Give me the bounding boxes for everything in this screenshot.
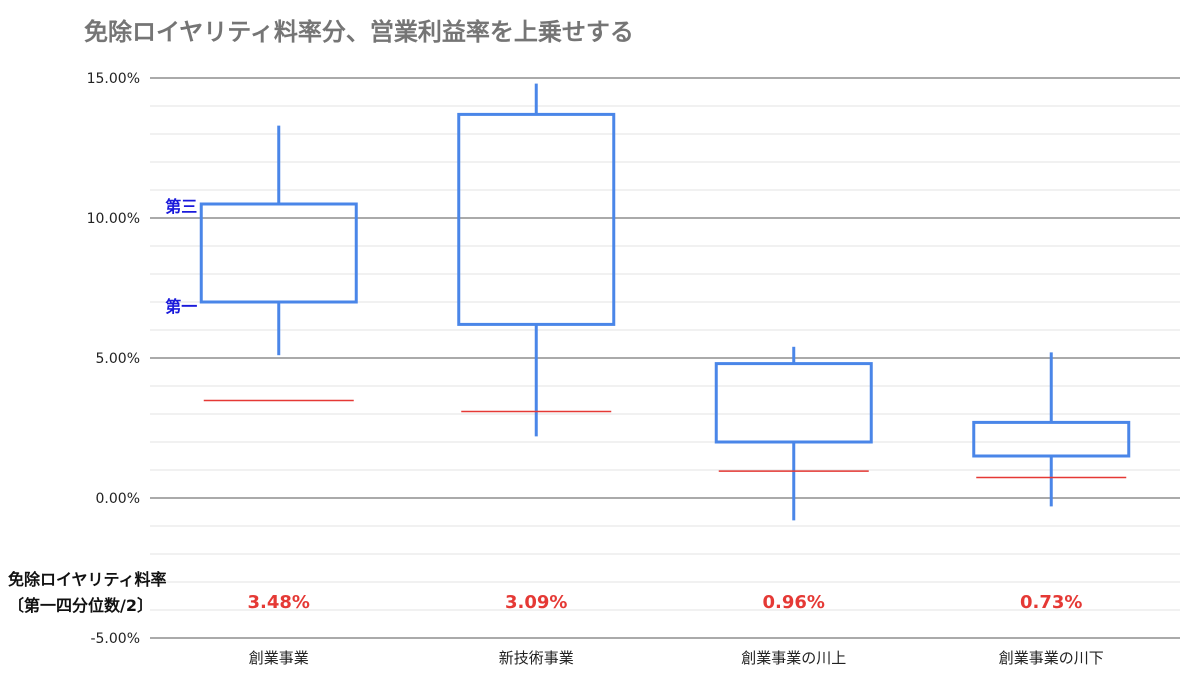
x-category-label: 創業事業の川下: [999, 649, 1104, 667]
y-tick-label: -5.00%: [90, 631, 140, 647]
royalty-rate-value: 3.48%: [248, 592, 310, 613]
royalty-rate-label: 免除ロイヤリティ料率: [8, 570, 167, 589]
y-tick-label: 15.00%: [87, 71, 140, 87]
royalty-rate-value: 3.09%: [505, 592, 567, 613]
chart-title: 免除ロイヤリティ料率分、営業利益率を上乗せする: [84, 18, 634, 46]
y-tick-label: 10.00%: [87, 211, 140, 227]
royalty-rate-value: 0.96%: [763, 592, 825, 613]
y-tick-label: 5.00%: [96, 351, 140, 367]
q1-annotation: 第一: [165, 297, 197, 316]
box: [199, 202, 358, 304]
royalty-rate-value: 0.73%: [1020, 592, 1082, 613]
q3-annotation: 第三: [165, 197, 197, 216]
royalty-rate-sublabel: 〔第一四分位数/2〕: [8, 596, 153, 615]
x-category-label: 新技術事業: [499, 649, 574, 667]
box: [714, 362, 873, 444]
box: [457, 112, 616, 326]
x-category-label: 創業事業: [249, 649, 309, 667]
box: [972, 420, 1131, 458]
x-category-label: 創業事業の川上: [741, 649, 846, 667]
y-tick-label: 0.00%: [96, 491, 140, 507]
